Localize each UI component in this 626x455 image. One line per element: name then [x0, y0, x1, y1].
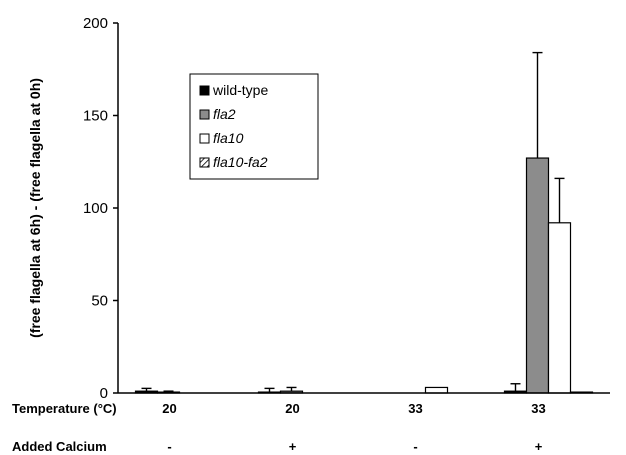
legend-item-wild-type: wild-type — [199, 82, 268, 98]
legend-item-fla2: fla2 — [199, 106, 236, 122]
legend-label-fla10-fa2: fla10-fa2 — [213, 154, 268, 170]
legend-swatch-fla2 — [199, 109, 210, 120]
calcium-value-0: - — [167, 439, 171, 454]
bar-series — [134, 157, 594, 394]
temperature-value-1: 20 — [285, 401, 299, 416]
y-axis-label: (free flagella at 6h) - (free flagella a… — [27, 78, 43, 338]
error-bars — [141, 51, 565, 393]
temperature-value-0: 20 — [162, 401, 176, 416]
legend-swatch-fla10 — [199, 133, 210, 144]
legend-item-fla10: fla10 — [199, 130, 244, 146]
legend-label-fla2: fla2 — [213, 106, 236, 122]
category-labels: 20 20 33 33 - + - + — [162, 401, 545, 454]
y-tick-label: 0 — [100, 385, 108, 402]
temperature-row-label: Temperature (°C) — [12, 401, 117, 416]
bar-fla10-2 — [424, 386, 449, 394]
legend-swatch-wild-type — [199, 85, 210, 96]
y-tick-label: 50 — [91, 293, 108, 310]
y-tick-label: 100 — [83, 200, 108, 217]
legend-label-fla10: fla10 — [213, 130, 244, 146]
legend-item-fla10-fa2: fla10-fa2 — [199, 154, 268, 170]
y-tick-label: 200 — [83, 15, 108, 32]
axes — [117, 23, 610, 394]
legend-swatch-fla10-fa2 — [199, 157, 210, 168]
y-axis-ticks: 0 50 100 150 200 — [83, 15, 118, 402]
calcium-value-3: + — [535, 439, 543, 454]
calcium-value-1: + — [289, 439, 297, 454]
y-tick-label: 150 — [83, 108, 108, 125]
calcium-value-2: - — [413, 439, 417, 454]
temperature-value-2: 33 — [408, 401, 422, 416]
legend-box — [189, 73, 319, 180]
calcium-row-label: Added Calcium — [12, 439, 107, 454]
bar-fla10-3 — [547, 222, 572, 394]
temperature-value-3: 33 — [531, 401, 545, 416]
legend: wild-type fla2 fla10 fla10-fa2 — [189, 73, 319, 180]
legend-label-wild-type: wild-type — [212, 82, 268, 98]
bar-fla2-3 — [525, 157, 550, 394]
